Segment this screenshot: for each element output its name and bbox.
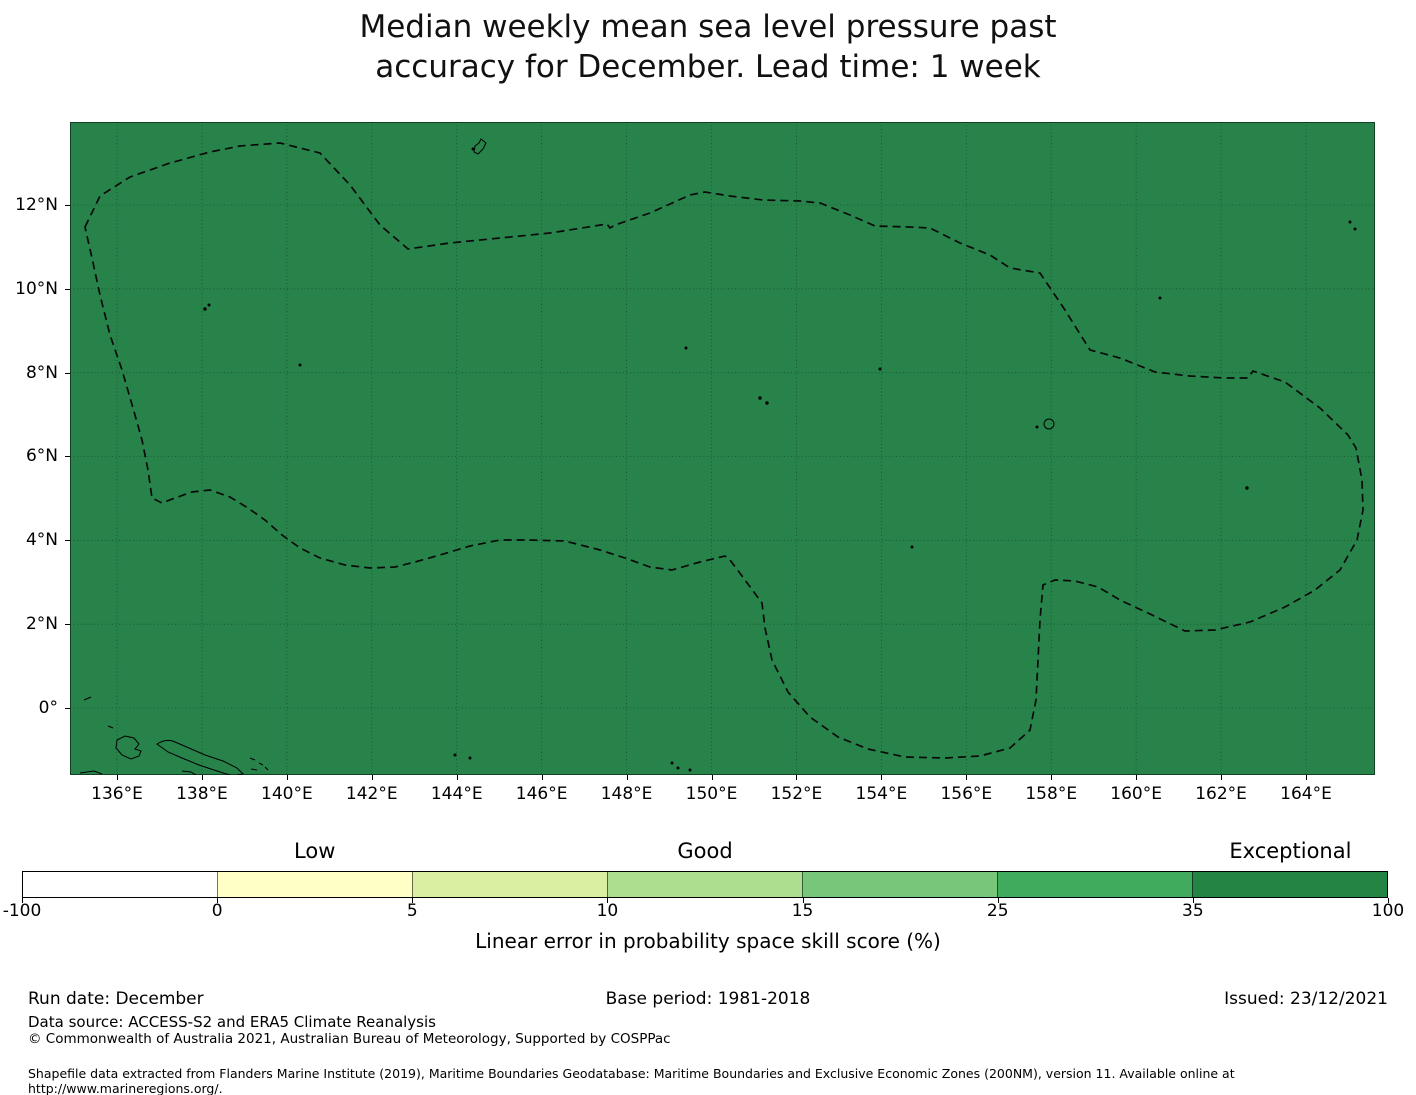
x-tickmark bbox=[117, 775, 118, 780]
x-tick-label: 136°E bbox=[91, 784, 143, 804]
y-tick-label: 4°N bbox=[25, 530, 58, 551]
map-background bbox=[70, 122, 1375, 775]
colorbar-tick-label: 10 bbox=[596, 901, 619, 921]
colorbar-segment bbox=[412, 872, 607, 897]
chart-title-line2: accuracy for December. Lead time: 1 week bbox=[375, 49, 1041, 85]
x-tick-label: 152°E bbox=[770, 784, 823, 804]
colorbar-segment bbox=[997, 872, 1192, 897]
copyright-text: © Commonwealth of Australia 2021, Austra… bbox=[28, 1031, 671, 1047]
colorbar-category-label: Good bbox=[677, 839, 733, 863]
eez-boundary-dashed bbox=[84, 142, 1364, 759]
x-tick-label: 158°E bbox=[1025, 784, 1078, 804]
island-guam bbox=[473, 138, 487, 155]
coastline-island bbox=[115, 735, 142, 760]
shapefile-note-text: Shapefile data extracted from Flanders M… bbox=[28, 1066, 1235, 1095]
x-tickmark bbox=[1306, 775, 1308, 780]
y-tick-label: 2°N bbox=[25, 614, 58, 635]
x-tick-label: 164°E bbox=[1280, 784, 1332, 804]
x-axis-tick-labels: 136°E 138°E 140°E 142°E 144°E 146°E 148°E 150°E… bbox=[0, 784, 1416, 808]
chart-title-line1: Median weekly mean sea level pressure pa… bbox=[359, 9, 1057, 45]
x-tickmark bbox=[1051, 775, 1053, 780]
island-atoll-ring bbox=[1043, 418, 1055, 430]
x-tickmark bbox=[626, 775, 628, 780]
colorbar-tickmark bbox=[412, 898, 414, 903]
colorbar-segment bbox=[607, 872, 802, 897]
island-outlines bbox=[79, 138, 1357, 775]
run-date-text: Run date: December bbox=[28, 989, 204, 1009]
map-plot bbox=[70, 122, 1375, 775]
colorbar-axis-label: Linear error in probability space skill … bbox=[475, 929, 941, 953]
x-tick-label: 144°E bbox=[430, 784, 483, 804]
colorbar-tickmark bbox=[607, 898, 609, 903]
coastline-fragment bbox=[79, 770, 103, 775]
x-tickmark bbox=[201, 775, 203, 780]
colorbar bbox=[22, 871, 1388, 898]
colorbar-segment bbox=[802, 872, 997, 897]
x-tickmark bbox=[286, 775, 288, 780]
data-source-text: Data source: ACCESS-S2 and ERA5 Climate … bbox=[28, 1013, 436, 1031]
x-tickmark bbox=[1221, 775, 1223, 780]
y-tick-label: 0° bbox=[38, 697, 58, 718]
x-tick-label: 146°E bbox=[515, 784, 568, 804]
colorbar-segment bbox=[217, 872, 412, 897]
x-tick-label: 160°E bbox=[1110, 784, 1163, 804]
x-tick-label: 162°E bbox=[1195, 784, 1247, 804]
colorbar-tick-label: 25 bbox=[986, 901, 1009, 921]
y-tick-label: 8°N bbox=[25, 362, 58, 383]
x-tick-label: 156°E bbox=[940, 784, 993, 804]
colorbar-category-label: Exceptional bbox=[1229, 839, 1352, 863]
colorbar-tickmark bbox=[802, 898, 804, 903]
colorbar-tickmark bbox=[1192, 898, 1194, 903]
x-tickmark bbox=[456, 775, 458, 780]
coastline-fragments bbox=[249, 757, 269, 771]
colorbar-tick-label: 15 bbox=[791, 901, 814, 921]
issued-date-text: Issued: 23/12/2021 bbox=[1224, 989, 1388, 1009]
colorbar-tick-label: 0 bbox=[211, 901, 223, 921]
axes-frame bbox=[70, 122, 1375, 775]
chart-title: Median weekly mean sea level pressure pa… bbox=[0, 7, 1416, 87]
x-tick-label: 148°E bbox=[600, 784, 653, 804]
x-tickmark bbox=[796, 775, 798, 780]
colorbar-tick-label: 100 bbox=[1371, 901, 1405, 921]
x-tickmark bbox=[711, 775, 713, 780]
x-tickmark bbox=[966, 775, 968, 780]
y-tick-label: 6°N bbox=[25, 446, 58, 467]
colorbar-tickmark bbox=[997, 898, 999, 903]
x-tickmark bbox=[1136, 775, 1138, 780]
map-gridlines bbox=[70, 122, 1375, 775]
colorbar-segment bbox=[23, 872, 217, 897]
colorbar-tick-label: 35 bbox=[1182, 901, 1204, 921]
colorbar-segment bbox=[1192, 872, 1387, 897]
x-tick-label: 142°E bbox=[345, 784, 398, 804]
colorbar-category-label: Low bbox=[294, 839, 336, 863]
x-tick-label: 138°E bbox=[176, 784, 228, 804]
x-tick-label: 154°E bbox=[855, 784, 908, 804]
x-tickmark bbox=[541, 775, 543, 780]
colorbar-tickmark bbox=[217, 898, 219, 903]
colorbar-tickmark bbox=[1388, 898, 1389, 903]
x-tickmark bbox=[371, 775, 373, 780]
coastline-island bbox=[156, 739, 245, 775]
y-axis-tick-labels: 12°N 10°N 8°N 6°N 4°N 2°N 0° bbox=[0, 0, 70, 1095]
map-canvas bbox=[70, 122, 1375, 775]
x-tick-label: 150°E bbox=[685, 784, 738, 804]
coastline-fragment bbox=[83, 696, 92, 701]
x-tickmark bbox=[881, 775, 883, 780]
coastline-fragment bbox=[107, 725, 114, 729]
colorbar-tick-label: 5 bbox=[406, 901, 418, 921]
y-tick-label: 10°N bbox=[15, 278, 58, 299]
y-tick-label: 12°N bbox=[15, 195, 58, 215]
x-tick-label: 140°E bbox=[261, 784, 313, 804]
base-period-text: Base period: 1981-2018 bbox=[605, 989, 811, 1009]
